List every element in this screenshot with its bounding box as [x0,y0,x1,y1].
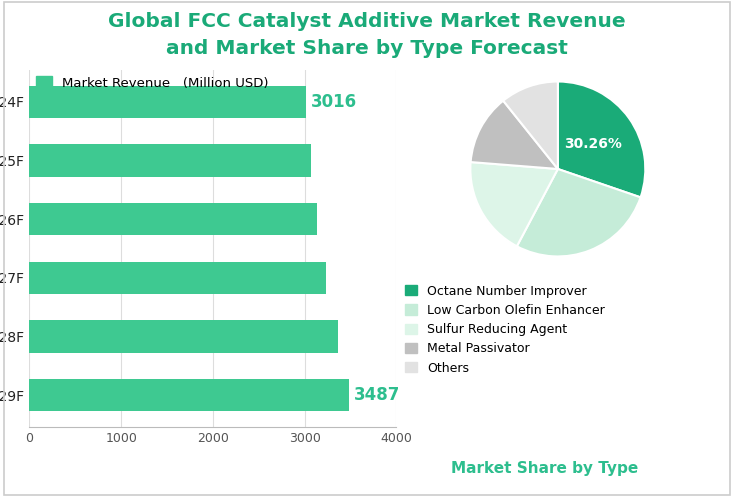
Text: Market Revenue Forecast: Market Revenue Forecast [72,461,291,476]
Text: Global FCC Catalyst Additive Market Revenue
and Market Share by Type Forecast: Global FCC Catalyst Additive Market Reve… [108,12,626,58]
Bar [29,203,316,235]
Wedge shape [504,82,558,169]
Bar [29,320,338,352]
Bar [29,379,349,411]
Wedge shape [558,82,645,197]
Bar [29,86,306,118]
Text: Market Share by Type: Market Share by Type [451,461,639,476]
Wedge shape [517,169,641,256]
Legend: Market Revenue   (Million USD): Market Revenue (Million USD) [36,76,269,89]
Legend: Octane Number Improver, Low Carbon Olefin Enhancer, Sulfur Reducing Agent, Metal: Octane Number Improver, Low Carbon Olefi… [405,285,605,375]
Wedge shape [470,101,558,169]
Text: 3487: 3487 [355,386,401,404]
Bar [29,145,310,177]
Bar [29,262,326,294]
Text: 3016: 3016 [311,93,357,111]
Wedge shape [470,162,558,246]
Text: 30.26%: 30.26% [564,137,622,151]
